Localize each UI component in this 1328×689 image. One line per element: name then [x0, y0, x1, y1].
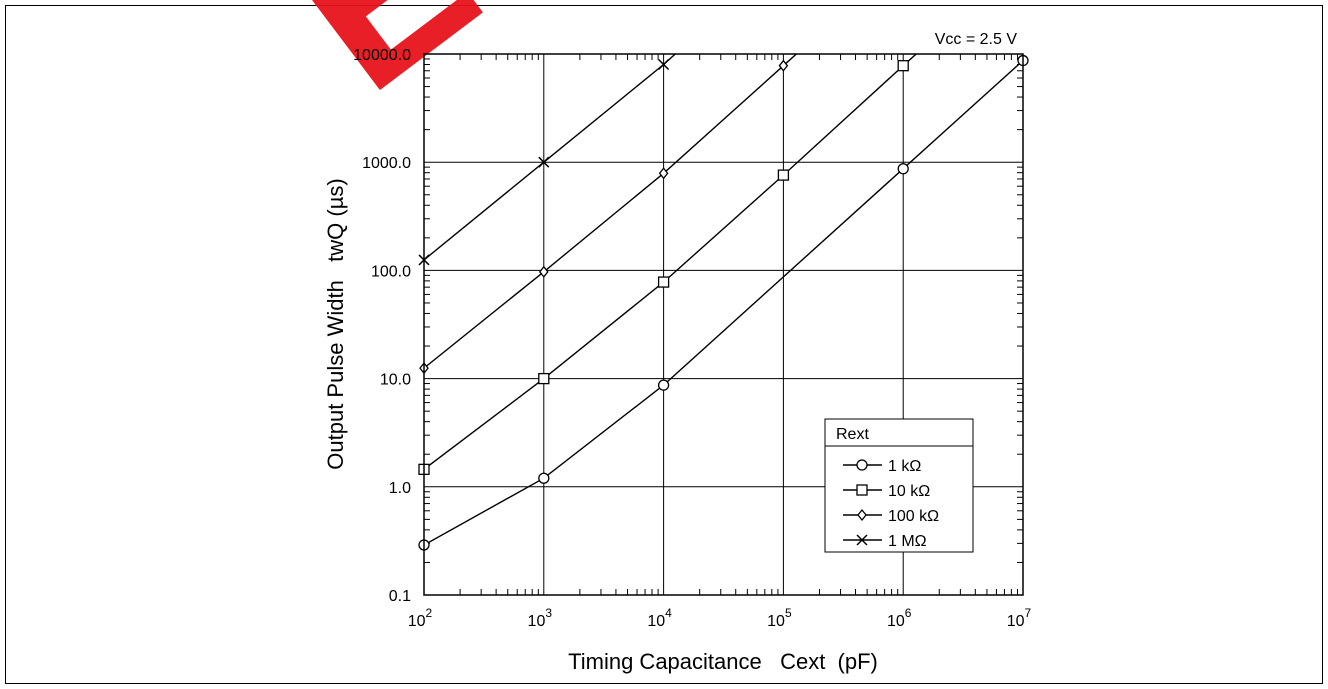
series-line	[424, 54, 677, 261]
series-line	[424, 54, 918, 470]
square-marker	[538, 372, 550, 385]
circle-marker	[657, 379, 670, 391]
legend-label: 10 kΩ	[888, 483, 930, 500]
legend-item: 1 kΩ	[843, 458, 921, 475]
markers-group	[418, 54, 1029, 551]
y-tick-label: 0.1	[389, 588, 411, 605]
diamond-marker	[658, 167, 669, 180]
x-axis-title: Timing Capacitance Cext (pF)	[568, 649, 878, 674]
square-marker	[897, 60, 909, 72]
chart-frame	[5, 5, 1323, 684]
series-line	[424, 54, 798, 369]
legend-label: 1 kΩ	[888, 458, 921, 475]
legend-box	[824, 418, 974, 553]
diamond-marker	[778, 59, 789, 72]
y-tick-label: 1000.0	[362, 155, 411, 172]
diamond-marker	[857, 508, 867, 522]
x-tick-label: 103	[528, 606, 553, 630]
legend-item: 100 kΩ	[843, 508, 939, 525]
y-tick-label: 10000.0	[353, 47, 411, 64]
y-axis-title: Output Pulse Width twQ (µs)	[323, 178, 348, 469]
y-tick-labels: 0.1 1.0 10.0 100.0 1000.0 10000.0	[353, 47, 411, 605]
x-marker-stroke	[856, 534, 868, 546]
x-tick-label: 102	[408, 606, 433, 630]
circle-marker	[538, 472, 550, 484]
x-marker-stroke	[538, 156, 550, 168]
x-tick-label: 106	[887, 606, 912, 630]
x-marker	[538, 156, 550, 168]
legend: Rext 1 kΩ 10 kΩ 100 kΩ 1 MΩ	[824, 418, 974, 553]
x-marker	[658, 58, 670, 71]
y-tick-label: 1.0	[389, 480, 411, 497]
legend-label: 1 MΩ	[888, 533, 927, 550]
square-marker	[657, 276, 670, 288]
legend-items: 1 kΩ 10 kΩ 100 kΩ 1 MΩ	[843, 458, 939, 550]
y-tick-label: 10.0	[380, 372, 411, 389]
circle-marker	[856, 459, 868, 471]
minor-ticks	[424, 54, 1023, 595]
x-tick-label: 105	[767, 606, 792, 630]
plot-area-border	[423, 53, 1024, 596]
condition-label: Vcc = 2.5 V	[935, 31, 1018, 48]
legend-item: 1 MΩ	[843, 533, 927, 550]
circle-marker	[897, 163, 909, 175]
diamond-marker	[538, 265, 549, 278]
x-tick-label: 104	[647, 606, 672, 630]
y-tick-label: 100.0	[371, 263, 411, 280]
x-marker-stroke	[658, 58, 670, 71]
x-tick-label: 107	[1007, 606, 1032, 630]
legend-label: 100 kΩ	[888, 508, 939, 525]
legend-title: Rext	[836, 426, 869, 443]
square-marker	[856, 484, 868, 496]
legend-item: 10 kΩ	[843, 483, 930, 500]
x-marker	[856, 534, 868, 546]
square-marker	[777, 169, 790, 181]
x-tick-labels: 102 103 104 105 106 107	[408, 606, 1032, 630]
